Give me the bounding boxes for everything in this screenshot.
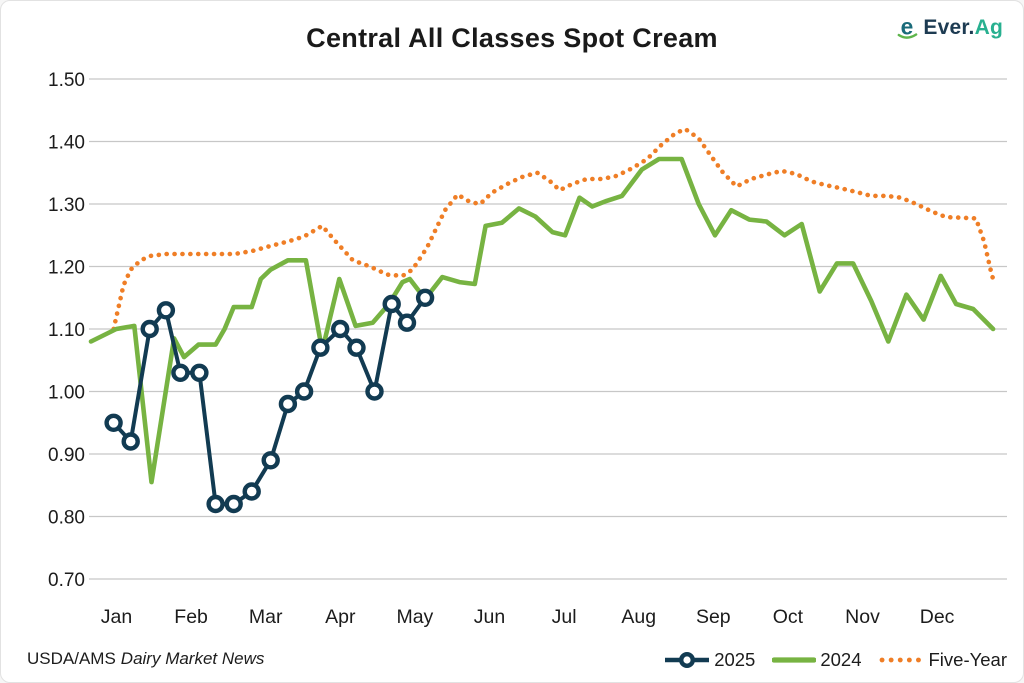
x-tick-label: Feb [174, 606, 208, 628]
legend-label-five-year: Five-Year [928, 649, 1008, 670]
x-tick-label: May [396, 606, 433, 628]
legend-item-five-year: Five-Year [879, 649, 1008, 671]
legend-item-2025: 2025 [664, 649, 755, 671]
legend-five-year-dotted-line-icon [879, 657, 925, 663]
data-point-marker [171, 363, 190, 382]
x-tick-label: Aug [621, 606, 656, 628]
series-line-2024 [88, 156, 996, 485]
x-tick-label: Jan [101, 606, 132, 628]
data-point-marker [331, 319, 350, 339]
logo-swoosh-icon [897, 33, 918, 39]
source-citation: USDA/AMS Dairy Market News [27, 649, 264, 669]
y-tick-label: 1.10 [48, 320, 85, 341]
everag-logo-icon: e [897, 15, 918, 40]
data-point-marker [397, 313, 417, 332]
data-point-marker [156, 301, 176, 320]
x-tick-label: Apr [325, 606, 356, 628]
data-point-marker [347, 338, 366, 357]
everag-logo: e Ever.Ag [895, 15, 1003, 41]
data-point-marker [224, 494, 243, 514]
y-tick-label: 1.00 [48, 383, 85, 404]
data-point-marker [365, 382, 384, 401]
logo-letter: e [901, 15, 914, 40]
data-point-marker [261, 451, 280, 470]
x-tick-label: Sep [696, 606, 731, 628]
y-tick-label: 1.20 [48, 258, 85, 279]
data-point-marker [190, 363, 209, 382]
logo-suffix: Ag [974, 16, 1003, 39]
y-tick-label: 1.50 [48, 70, 85, 91]
data-point-marker [104, 413, 123, 432]
y-tick-label: 0.70 [48, 570, 85, 591]
data-point-marker [242, 482, 261, 501]
series-line-five-year [111, 126, 997, 332]
x-tick-label: Oct [773, 606, 804, 628]
y-tick-label: 0.80 [48, 508, 85, 529]
legend-label-2025: 2025 [714, 649, 756, 670]
x-tick-label: Mar [249, 606, 283, 628]
legend-item-2024: 2024 [772, 649, 862, 671]
source-publication: Dairy Market News [120, 649, 265, 668]
data-point-marker [311, 338, 330, 357]
data-point-marker [140, 319, 159, 339]
y-tick-label: 1.40 [48, 133, 85, 154]
data-point-marker [206, 494, 225, 514]
data-point-marker [278, 394, 298, 414]
legend-2024-line-icon [772, 657, 817, 663]
logo-text: Ever.Ag [923, 16, 1003, 40]
data-point-marker [415, 288, 435, 307]
y-tick-label: 0.90 [48, 445, 85, 466]
x-tick-label: Dec [920, 606, 955, 628]
data-point-marker [294, 382, 314, 401]
page-title: Central All Classes Spot Cream [306, 23, 718, 53]
y-tick-label: 1.30 [48, 195, 85, 216]
legend-label-2024: 2024 [820, 649, 862, 670]
legend-2025-line-marker-icon [665, 651, 710, 669]
x-tick-label: Jun [474, 606, 505, 628]
source-agency: USDA/AMS [27, 649, 116, 668]
legend: 2025 2024 Five-Year [664, 649, 1007, 671]
x-tick-label: Nov [845, 606, 880, 628]
data-point-marker [382, 294, 401, 314]
x-tick-label: Jul [552, 606, 577, 628]
data-point-marker [121, 432, 140, 451]
logo-brand: Ever. [923, 16, 975, 39]
